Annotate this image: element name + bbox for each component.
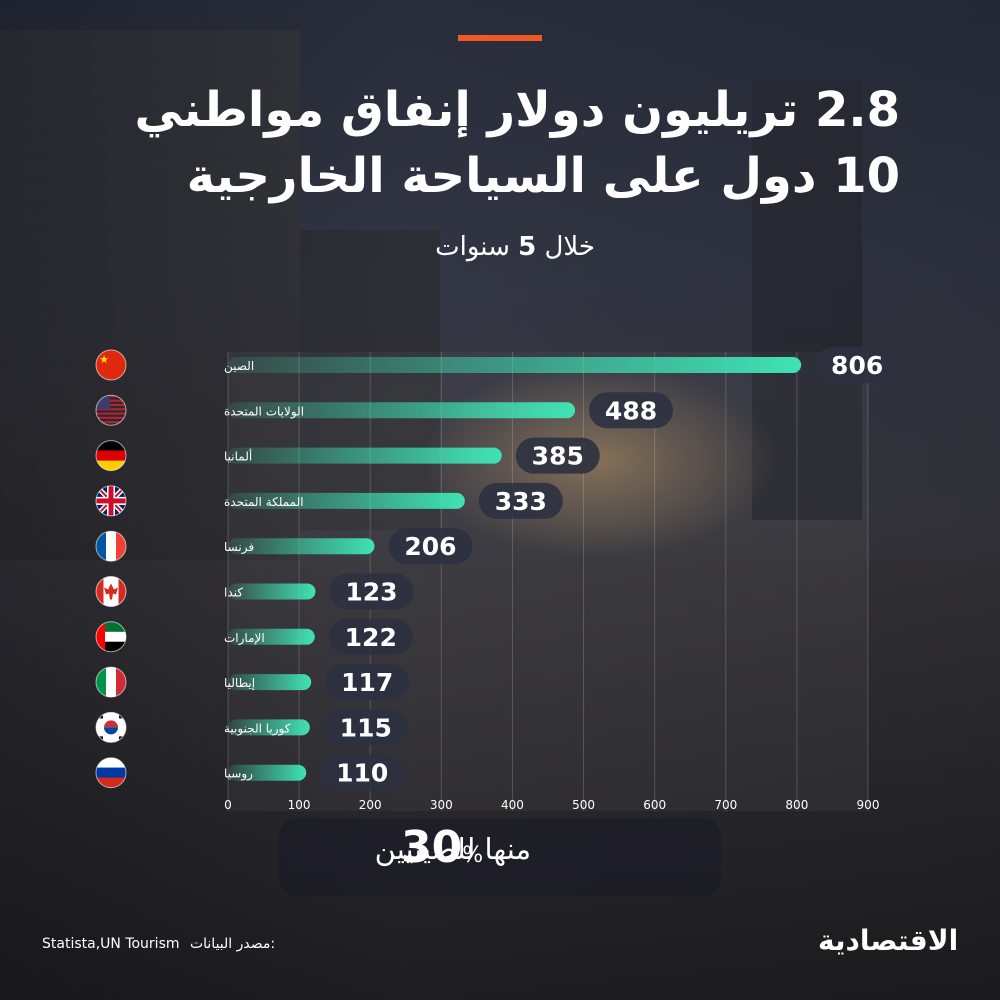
uae-flag-icon (95, 621, 127, 653)
svg-text:★: ★ (99, 353, 109, 366)
value-label: 385 (532, 442, 584, 471)
italy-flag-icon (95, 666, 127, 698)
value-label: 122 (345, 623, 397, 652)
value-label: 110 (336, 759, 388, 788)
country-label: فرنسا (224, 540, 254, 555)
source-note: Statista,UN Tourism مصدر البيانات: (42, 936, 275, 952)
title-line-1: 2.8 تريليون دولار إنفاق مواطني (134, 82, 900, 138)
highlight-text: منها للصينيين (374, 832, 531, 866)
x-tick-label: 600 (643, 798, 666, 812)
country-label: إيطاليا (224, 676, 255, 690)
bar (228, 402, 576, 419)
value-pill (323, 709, 408, 746)
value-pill (815, 347, 900, 383)
bar (228, 628, 315, 645)
highlight-box: 30% منها للصينيين (279, 818, 721, 896)
country-label: الولايات المتحدة (224, 404, 304, 419)
value-label: 123 (345, 578, 397, 607)
country-label: الإمارات (224, 631, 265, 646)
title-line-2: 10 دول على السياحة الخارجية (186, 148, 900, 204)
bar (228, 674, 312, 691)
france-flag-icon (95, 530, 127, 562)
x-tick-label: 500 (572, 798, 595, 812)
highlight-percent: 30% (401, 822, 484, 873)
country-label: ألمانيا (224, 449, 252, 464)
bar (228, 447, 502, 464)
canada-flag-icon (95, 576, 127, 607)
value-pill (478, 482, 563, 519)
x-tick-label: 0 (224, 798, 232, 812)
value-label: 333 (495, 487, 547, 516)
bar (228, 357, 802, 373)
value-pill (320, 754, 405, 791)
bar (228, 764, 307, 781)
value-label: 115 (340, 713, 392, 742)
country-label: روسيا (224, 767, 253, 782)
bar (228, 719, 310, 736)
subtitle-prefix: خلال (544, 232, 595, 262)
value-pill (329, 573, 414, 610)
country-label: كوريا الجنوبية (224, 721, 291, 736)
x-tick-label: 100 (288, 798, 311, 812)
x-tick-label: 900 (857, 798, 880, 812)
value-pill (388, 528, 473, 565)
x-tick-label: 200 (359, 798, 382, 812)
source-label: مصدر البيانات: (189, 936, 276, 952)
x-tick-label: 400 (501, 798, 524, 812)
value-label: 488 (605, 396, 657, 425)
russia-flag-icon (95, 757, 127, 789)
publisher-logo: الاقتصادية (818, 924, 959, 957)
source-value: Statista,UN Tourism (42, 936, 180, 952)
value-pill (328, 618, 413, 655)
bar (228, 583, 316, 600)
accent-bar (458, 35, 542, 41)
usa-flag-icon (95, 394, 127, 426)
value-label: 206 (404, 532, 456, 561)
uk-flag-icon (95, 485, 127, 517)
value-label: 117 (341, 668, 393, 697)
south-korea-flag-icon (95, 711, 127, 743)
subtitle: خلال 5 سنوات (435, 232, 595, 262)
plot-area (228, 352, 868, 811)
value-pill (589, 392, 674, 429)
x-tick-label: 700 (714, 798, 737, 812)
country-label: الصين (224, 359, 254, 374)
value-pill (325, 664, 410, 701)
china-flag-icon: ★ (95, 349, 127, 381)
subtitle-number: 5 (518, 232, 537, 262)
country-label: كندا (224, 586, 243, 600)
x-tick-label: 800 (785, 798, 808, 812)
value-pill (515, 437, 600, 474)
x-tick-label: 300 (430, 798, 453, 812)
bar (228, 492, 465, 509)
value-label: 806 (831, 351, 883, 380)
subtitle-suffix: سنوات (435, 232, 510, 262)
country-label: المملكة المتحدة (224, 495, 304, 509)
germany-flag-icon (95, 440, 127, 472)
bar (228, 538, 375, 555)
